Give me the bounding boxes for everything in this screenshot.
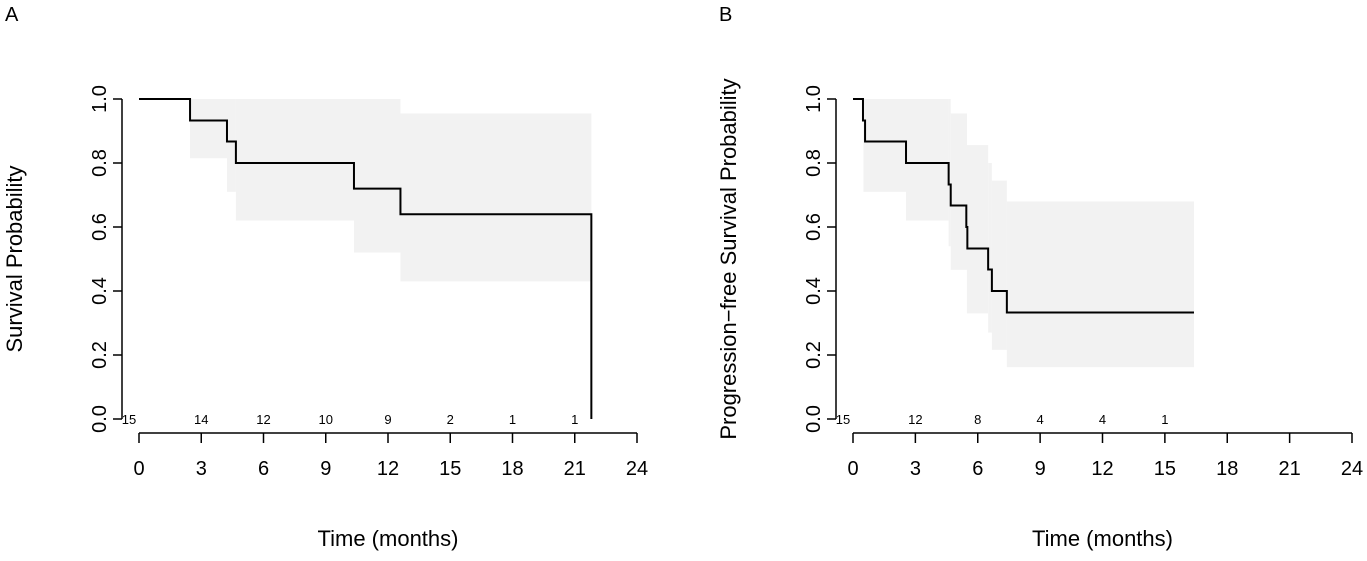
x-tick-label: 12 [1091,458,1113,480]
x-tick-label: 6 [972,458,983,480]
number-at-risk-label: 10 [319,412,333,427]
panel-b: B 0.0 0.2 0.4 0.6 0.8 1.0 0 3 6 9 12 15 18 21 24 15 12 8 4 4… [716,4,1363,551]
x-tick-label: 21 [564,458,586,480]
number-at-risk-label: 9 [384,412,391,427]
x-tick-label: 15 [439,458,461,480]
number-at-risk-label: 15 [122,412,136,427]
confidence-band-segment [991,180,1007,350]
x-axis-title: Time (months) [1032,526,1173,551]
number-at-risk-label: 1 [509,412,516,427]
x-axis-title: Time (months) [318,526,459,551]
x-tick-label: 15 [1154,458,1176,480]
y-tick-label: 1.0 [803,85,825,113]
number-at-risk-label: 12 [256,412,270,427]
panel-label: B [719,4,732,26]
x-tick-label: 9 [1035,458,1046,480]
y-tick-label: 0.2 [803,341,825,369]
confidence-band-segment [988,163,992,333]
x-tick-label: 3 [196,458,207,480]
confidence-band-segment [235,99,354,221]
confidence-band-segment [400,113,592,282]
x-tick-label: 21 [1279,458,1301,480]
number-at-risk-label: 14 [194,412,208,427]
x-tick-label: 0 [133,458,144,480]
x-tick-label: 3 [910,458,921,480]
confidence-band-segment [863,99,907,192]
number-at-risk-label: 4 [1037,412,1044,427]
y-tick-label: 1.0 [89,85,111,113]
x-tick-label: 0 [847,458,858,480]
y-axis-title: Survival Probability [2,165,27,352]
y-tick-label: 0.6 [803,213,825,241]
survival-curve [853,98,1194,314]
confidence-band-segment [190,99,227,159]
number-at-risk-label: 4 [1099,412,1106,427]
y-tick-label: 0.8 [803,149,825,177]
x-tick-label: 6 [258,458,269,480]
confidence-band-segment [906,99,949,221]
y-tick-label: 0.6 [89,213,111,241]
number-at-risk-label: 8 [974,412,981,427]
y-tick-label: 0.8 [89,149,111,177]
y-tick-label: 0.0 [89,405,111,433]
x-tick-label: 12 [377,458,399,480]
confidence-band-segment [950,113,967,270]
y-tick-label: 0.2 [89,341,111,369]
x-tick-label: 18 [1216,458,1238,480]
confidence-band-segment [1006,201,1194,368]
number-at-risk-label: 1 [1161,412,1168,427]
x-tick-label: 9 [320,458,331,480]
x-tick-label: 24 [626,458,648,480]
number-at-risk-label: 12 [908,412,922,427]
confidence-band-segment [948,99,951,247]
y-tick-label: 0.4 [803,277,825,305]
y-tick-label: 0.4 [89,277,111,305]
number-at-risk-label: 15 [836,412,850,427]
confidence-band-segment [966,145,989,314]
number-at-risk-label: 2 [447,412,454,427]
confidence-band-segment [226,99,236,192]
y-tick-label: 0.0 [803,405,825,433]
y-axis-title: Progression−free Survival Probability [716,78,741,439]
panel-label: A [5,4,19,26]
confidence-band-segment [353,99,401,253]
number-at-risk-label: 1 [571,412,578,427]
survival-curve [139,98,593,419]
x-tick-label: 24 [1341,458,1363,480]
x-tick-label: 18 [501,458,523,480]
